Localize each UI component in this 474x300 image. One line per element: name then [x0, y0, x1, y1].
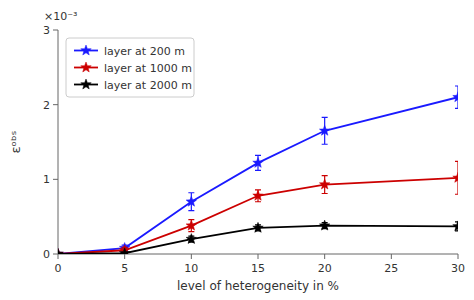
y-tick — [53, 104, 58, 105]
x-tick — [458, 254, 459, 259]
point-marker — [319, 125, 329, 135]
x-tick — [324, 254, 325, 259]
x-tick-label: 5 — [121, 262, 128, 275]
point-marker — [319, 220, 329, 230]
y-tick-label: 0 — [43, 248, 50, 261]
y-tick — [53, 179, 58, 180]
point-marker — [119, 248, 129, 254]
legend-label: layer at 2000 m — [104, 79, 192, 92]
y-tick-label: 2 — [43, 99, 50, 112]
legend-marker — [81, 45, 91, 55]
y-axis-label: εᵒᵇˢ — [8, 130, 23, 153]
point-marker — [253, 157, 263, 167]
point-marker — [58, 249, 63, 255]
point-marker — [186, 234, 196, 244]
x-tick-label: 10 — [184, 262, 198, 275]
point-marker — [319, 179, 329, 189]
series-line — [58, 178, 458, 254]
x-axis-label: level of heterogeneity in % — [177, 279, 339, 293]
point-marker — [253, 222, 263, 232]
y-tick-label: 3 — [43, 24, 50, 37]
series — [58, 86, 458, 254]
x-tick — [191, 254, 192, 259]
x-tick-label: 0 — [55, 262, 62, 275]
series — [58, 161, 458, 254]
chart: 0 5 10 15 20 25 30 0 1 2 3 level of heterogeneity i… — [0, 0, 474, 300]
legend-label: layer at 1000 m — [104, 62, 192, 75]
x-tick-label: 30 — [451, 262, 465, 275]
point-marker — [453, 221, 458, 231]
y-tick-label: 1 — [43, 173, 50, 186]
legend-marker — [81, 79, 91, 89]
point-marker — [186, 220, 196, 230]
x-tick — [58, 254, 59, 259]
x-tick — [124, 254, 125, 259]
point-marker — [58, 249, 63, 255]
legend-label: layer at 200 m — [104, 45, 185, 58]
legend-box — [66, 38, 194, 97]
point-marker — [58, 249, 63, 255]
x-tick-label: 25 — [384, 262, 398, 275]
plot-area — [58, 86, 458, 254]
x-tick-label: 20 — [318, 262, 332, 275]
point-marker — [453, 92, 458, 102]
series — [58, 220, 458, 254]
point-marker — [253, 190, 263, 200]
point-marker — [453, 172, 458, 182]
point-marker — [186, 196, 196, 206]
y-axis-line — [58, 30, 59, 254]
legend-marker — [81, 62, 91, 72]
series-line — [58, 97, 458, 254]
x-tick — [258, 254, 259, 259]
y-tick — [53, 30, 58, 31]
scale-annotation: ×10⁻³ — [44, 10, 77, 23]
legend: layer at 200 m layer at 1000 m layer at 20… — [66, 38, 194, 97]
x-tick-label: 15 — [251, 262, 265, 275]
x-tick — [391, 254, 392, 259]
y-tick — [53, 254, 58, 255]
